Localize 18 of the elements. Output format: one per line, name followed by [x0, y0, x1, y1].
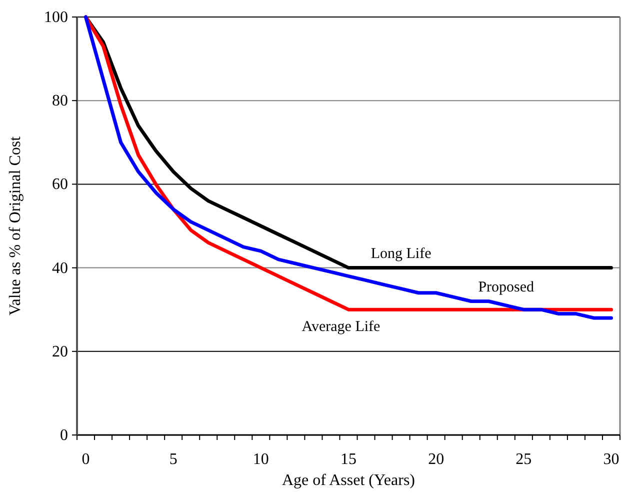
- x-tick-label: 25: [516, 451, 532, 468]
- y-tick-label: 20: [52, 343, 68, 360]
- series-label: Proposed: [478, 279, 535, 296]
- x-tick-label: 5: [169, 451, 178, 468]
- x-tick-label: 15: [340, 451, 356, 468]
- y-tick-label: 0: [60, 427, 68, 444]
- y-tick-label: 100: [44, 9, 68, 26]
- x-tick-label: 20: [428, 451, 444, 468]
- y-axis-title: Value as % of Original Cost: [7, 136, 24, 316]
- x-axis-title: Age of Asset (Years): [282, 472, 416, 489]
- y-tick-label: 80: [52, 92, 68, 110]
- series-label: Long Life: [370, 246, 432, 262]
- y-tick-label: 40: [52, 260, 68, 277]
- x-tick-label: 10: [252, 451, 269, 468]
- y-tick-label: 60: [52, 176, 68, 194]
- x-tick-label: 30: [603, 451, 620, 468]
- series-label: Average Life: [302, 319, 381, 336]
- x-tick-label: 0: [82, 451, 90, 468]
